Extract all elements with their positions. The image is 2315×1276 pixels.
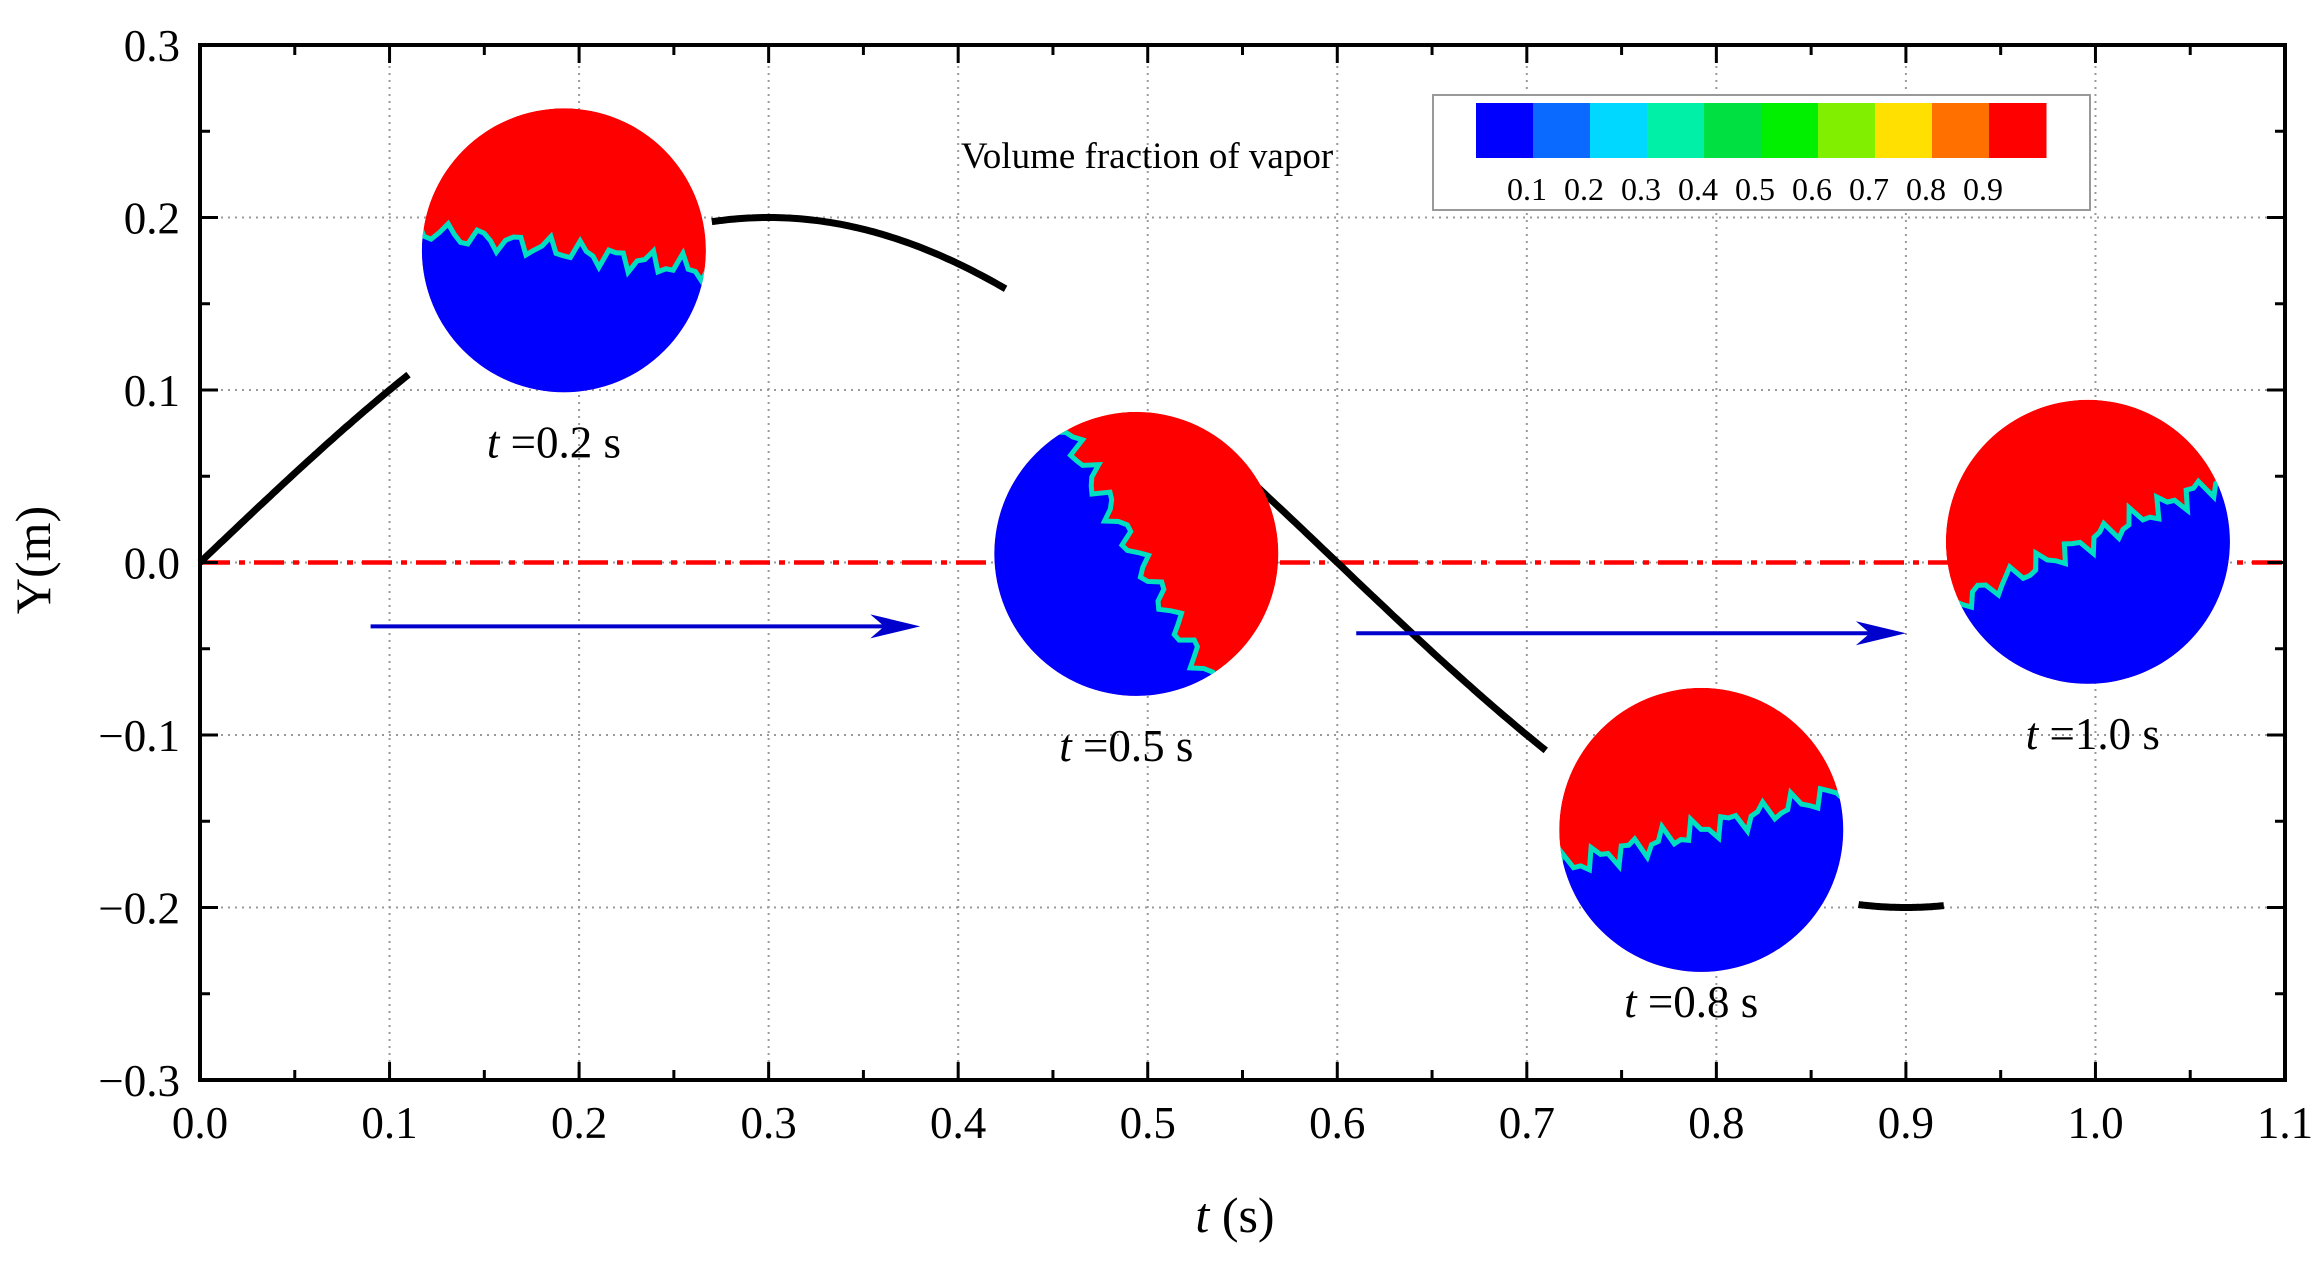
x-axis-label-var: t (1195, 1187, 1210, 1243)
x-tick-label: 0.7 (1499, 1098, 1555, 1148)
x-axis-label: t (s) (1195, 1187, 1274, 1243)
colorbar-label: 0.5 (1735, 171, 1775, 207)
arrow-head (870, 614, 921, 639)
legend-title: Volume fraction of vapor (961, 136, 1333, 177)
snapshot-label-time: =1.0 s (2038, 709, 2160, 759)
arrows-group (370, 614, 1906, 646)
phase-interface (1559, 776, 1844, 887)
x-tick-label: 0.5 (1120, 1098, 1176, 1148)
x-tick-label: 0.8 (1688, 1098, 1744, 1148)
x-tick-label: 0.4 (930, 1098, 986, 1148)
colorbar-label: 0.6 (1792, 171, 1832, 207)
colorbar-label: 0.4 (1678, 171, 1718, 207)
colorbar-label: 0.7 (1849, 171, 1889, 207)
snapshot-contour (1945, 399, 2230, 684)
x-tick-label: 1.1 (2257, 1098, 2313, 1148)
colorbar-label: 0.1 (1507, 171, 1547, 207)
x-tick-label: 0.0 (172, 1098, 228, 1148)
colorbar-swatch (1875, 103, 1933, 158)
snapshots-group: t =0.2 st =0.5 st =0.8 st =1.0 s (421, 108, 2230, 1027)
series-line-segment (197, 371, 411, 566)
snapshot-contour (994, 411, 1279, 696)
y-tick-label: −0.2 (98, 884, 180, 934)
snapshot-contour (1559, 687, 1844, 972)
y-tick-label: 0.2 (124, 194, 180, 244)
y-tick-label: 0.1 (124, 366, 180, 416)
liquid-region (994, 411, 1235, 696)
snapshot-label-var: t (1624, 977, 1638, 1027)
colorbar-swatch (1533, 103, 1591, 158)
snapshot-label-time: =0.8 s (1637, 977, 1759, 1027)
colorbar-swatch (1761, 103, 1819, 158)
phase-interface (1945, 458, 2230, 624)
y-tick-label: −0.3 (98, 1056, 180, 1106)
ticks-group: 0.0 0.1 0.2 0.3 0.4 0.5 0.6 0.7 0.8 0.9 1.0 1.1 0.3 0… (98, 21, 2313, 1148)
y-tick-label: −0.1 (98, 711, 180, 761)
y-tick-label: 0.3 (124, 21, 180, 71)
snapshot-label-time: =0.2 s (499, 417, 621, 467)
x-tick-label: 0.3 (741, 1098, 797, 1148)
x-tick-label: 0.1 (361, 1098, 417, 1148)
colorbar-label: 0.3 (1621, 171, 1661, 207)
liquid-region (1945, 464, 2230, 684)
snapshot-label-var: t (2026, 709, 2040, 759)
y-axis-label: Y(m) (5, 506, 61, 614)
colorbar-swatch (1590, 103, 1648, 158)
snapshot-label: t =0.2 s (487, 417, 621, 467)
snapshot-contour (421, 108, 706, 393)
colorbar-swatch (1704, 103, 1762, 158)
colorbar-legend: Volume fraction of vapor 0.1 0.2 0.3 0.4 0.5 0… (961, 94, 2091, 211)
snapshot-label: t =1.0 s (2026, 709, 2160, 759)
series-group (197, 214, 1945, 911)
series-line-segment (1240, 470, 1548, 754)
colorbar-swatch (1932, 103, 1990, 158)
colorbar-label: 0.9 (1963, 171, 2003, 207)
colorbar-swatch (1476, 103, 1534, 158)
snapshot-label: t =0.5 s (1059, 721, 1193, 771)
colorbar-label: 0.8 (1906, 171, 1946, 207)
snapshot-label-time: =0.5 s (1072, 721, 1194, 771)
arrow-head (1855, 621, 1906, 646)
colorbar-swatch (1989, 103, 2047, 158)
x-tick-label: 1.0 (2067, 1098, 2123, 1148)
series-line-segment (1857, 901, 1945, 911)
colorbar-swatch (1818, 103, 1876, 158)
snapshot-label-var: t (1059, 721, 1073, 771)
series-line-segment (711, 214, 1008, 292)
snapshot-label: t =0.8 s (1624, 977, 1758, 1027)
liquid-region (1559, 779, 1844, 972)
x-axis-label-unit: (s) (1209, 1187, 1274, 1243)
y-tick-label: 0.0 (124, 539, 180, 589)
phase-interface (1036, 411, 1236, 696)
x-tick-label: 0.6 (1309, 1098, 1365, 1148)
colorbar-swatch (1647, 103, 1705, 158)
snapshot-label-var: t (487, 417, 501, 467)
x-tick-label: 0.9 (1878, 1098, 1934, 1148)
x-tick-label: 0.2 (551, 1098, 607, 1148)
phase-interface (421, 219, 706, 295)
liquid-region (421, 221, 706, 393)
colorbar-label: 0.2 (1564, 171, 1604, 207)
